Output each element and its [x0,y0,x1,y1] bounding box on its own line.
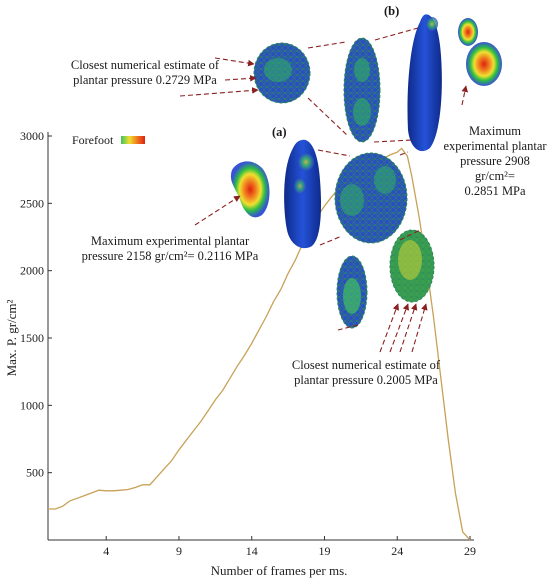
y-tick-label: 2000 [20,264,44,278]
annotation-right-line2: experimental plantar [443,139,547,153]
annotation-mid-left-line1: Maximum experimental plantar [90,234,250,248]
annotation-top-left-line2: plantar pressure 0.2729 MPa [73,73,217,87]
series-line-forefoot [48,147,471,541]
series-layer [48,147,471,541]
y-axis-title: Max. P. gr/cm² [4,299,19,376]
panel-label-a: (a) [272,125,287,140]
x-tick-label: 29 [464,544,476,558]
legend-label: Forefoot [72,133,113,148]
legend-label-text: Forefoot [72,133,114,147]
y-tick-label: 1500 [20,331,44,345]
y-tick-label: 3000 [20,129,44,143]
pressure-heatmap-image [230,18,502,218]
x-tick-label: 14 [246,544,258,558]
x-axis-title: Number of frames per ms. [211,563,348,578]
annotation-right-line4: 0.2851 MPa [464,184,526,198]
foot-model-image [284,14,442,249]
annotation-top-left-line1: Closest numerical estimate of [70,58,220,72]
panel-label-b-text: (b) [384,4,400,18]
y-tick-label: 2500 [20,196,44,210]
leader-lines [179,27,469,353]
annotation-right: Maximum experimental plantar pressure 29… [440,124,550,199]
axes: 500 1000 1500 2000 2500 3000 4 9 14 19 24 29 Number … [4,129,476,578]
annotation-top-left: Closest numerical estimate of plantar pr… [52,58,238,88]
annotation-right-line1: Maximum [468,124,522,138]
x-tick-label: 24 [391,544,403,558]
annotation-bottom: Closest numerical estimate of plantar pr… [278,358,454,388]
annotation-right-line3: pressure 2908 gr/cm²= [460,154,530,183]
annotation-mid-left-line2: pressure 2158 gr/cm²= 0.2116 MPa [81,249,259,263]
panel-label-b: (b) [384,4,399,19]
annotation-bottom-line1: Closest numerical estimate of [291,358,441,372]
x-tick-label: 4 [103,544,109,558]
panel-label-a-text: (a) [272,125,287,139]
annotation-mid-left: Maximum experimental plantar pressure 21… [72,234,268,264]
y-tick-label: 500 [26,466,44,480]
zoom-ellipse-image [253,37,435,329]
annotation-bottom-line2: plantar pressure 0.2005 MPa [294,373,438,387]
forefoot-legend-swatch [121,136,145,144]
y-tick-label: 1000 [20,398,44,412]
x-tick-label: 19 [318,544,330,558]
x-tick-label: 9 [176,544,182,558]
